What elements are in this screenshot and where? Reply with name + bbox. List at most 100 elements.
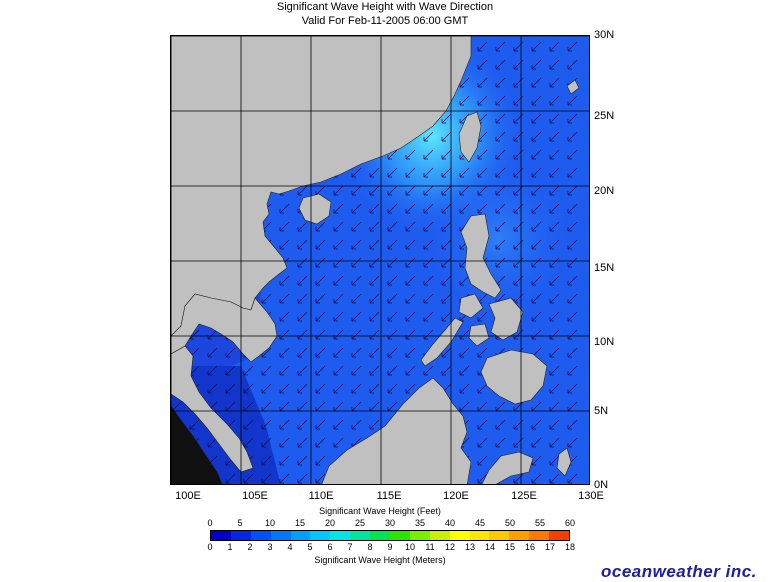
lat-label-15n: 15N <box>594 262 615 274</box>
wave-arrow <box>351 383 362 394</box>
wave-height-colorbar <box>210 530 570 541</box>
wave-arrow <box>495 131 506 142</box>
wave-arrow <box>477 77 488 88</box>
wave-arrow <box>549 113 560 124</box>
wave-arrow <box>333 437 344 448</box>
meter-tick-label: 1 <box>227 542 233 552</box>
wave-arrow <box>441 365 452 376</box>
feet-tick-label: 20 <box>324 518 335 528</box>
wave-arrow <box>549 473 560 484</box>
wave-arrow <box>459 347 470 358</box>
wave-arrow <box>567 185 578 196</box>
wave-arrow <box>513 203 524 214</box>
wave-arrow <box>513 59 524 70</box>
wave-arrow <box>459 185 470 196</box>
landmass-palawan <box>420 317 464 367</box>
wave-arrow <box>441 185 452 196</box>
landmass-sumatra <box>171 405 223 484</box>
wave-arrow <box>387 365 398 376</box>
meter-tick-label: 11 <box>425 542 435 552</box>
wave-arrow <box>261 437 272 448</box>
wave-arrow <box>441 167 452 178</box>
wave-arrow <box>333 311 344 322</box>
wave-arrow <box>513 149 524 160</box>
wave-arrow <box>567 419 578 430</box>
wave-arrow <box>531 95 542 106</box>
wave-arrow <box>207 347 218 358</box>
wave-arrow <box>297 383 308 394</box>
wave-arrow <box>531 437 542 448</box>
wave-arrow <box>297 275 308 286</box>
wave-arrow <box>567 113 578 124</box>
wave-arrow <box>441 257 452 268</box>
wave-arrow <box>513 437 524 448</box>
wave-arrow <box>531 77 542 88</box>
colorbar-cell <box>449 531 470 540</box>
wave-arrow <box>405 257 416 268</box>
colorbar-cell <box>270 531 291 540</box>
wave-arrow <box>315 311 326 322</box>
wave-arrow <box>225 347 236 358</box>
wave-arrow <box>459 167 470 178</box>
wave-arrow <box>477 419 488 430</box>
wave-arrow <box>459 365 470 376</box>
wave-arrow <box>549 167 560 178</box>
colorbar-cell <box>549 531 570 540</box>
wave-arrow <box>297 185 308 196</box>
wave-arrow <box>315 365 326 376</box>
wave-arrow <box>387 347 398 358</box>
wave-arrow <box>549 455 560 466</box>
wave-arrow <box>261 293 272 304</box>
wave-arrow <box>387 293 398 304</box>
wave-arrow <box>423 131 434 142</box>
wave-arrow <box>567 473 578 484</box>
wave-arrow <box>495 95 506 106</box>
wave-arrow <box>315 383 326 394</box>
wave-arrow <box>549 221 560 232</box>
wave-arrow <box>387 203 398 214</box>
wave-arrow <box>495 149 506 160</box>
wave-arrow <box>567 293 578 304</box>
wave-arrow <box>297 293 308 304</box>
wave-arrow <box>531 257 542 268</box>
wave-arrow <box>279 365 290 376</box>
wave-arrow <box>567 311 578 322</box>
meter-tick-label: 10 <box>404 542 415 552</box>
wave-arrow <box>441 149 452 160</box>
wave-arrow <box>423 275 434 286</box>
wave-arrow <box>315 419 326 430</box>
wave-arrow <box>405 167 416 178</box>
lat-label-0n: 0N <box>594 479 609 491</box>
wave-arrow <box>513 95 524 106</box>
wave-arrow <box>387 185 398 196</box>
wave-arrow <box>567 365 578 376</box>
wave-arrow <box>495 419 506 430</box>
wave-arrow <box>531 113 542 124</box>
wave-arrow <box>351 275 362 286</box>
wave-arrow <box>351 221 362 232</box>
wave-arrow <box>441 275 452 286</box>
wave-arrow <box>549 95 560 106</box>
wave-arrow <box>207 383 218 394</box>
wave-arrow <box>477 455 488 466</box>
wave-arrow <box>351 311 362 322</box>
landmass-hainan <box>298 193 332 225</box>
wave-arrow <box>567 221 578 232</box>
wave-arrow <box>333 239 344 250</box>
wave-arrow <box>423 365 434 376</box>
wave-arrow <box>351 347 362 358</box>
wave-arrow <box>549 149 560 160</box>
wave-arrow <box>369 167 380 178</box>
wave-arrow <box>351 419 362 430</box>
colorbar-cell <box>290 531 311 540</box>
feet-tick-label: 55 <box>534 518 545 528</box>
wave-arrow <box>315 347 326 358</box>
wave-arrow <box>279 239 290 250</box>
colorbar-cell <box>529 531 550 540</box>
wave-arrow <box>315 257 326 268</box>
wave-arrow <box>567 347 578 358</box>
wave-arrow <box>315 473 326 484</box>
colorbar-cell <box>330 531 351 540</box>
meter-tick-label: 4 <box>287 542 293 552</box>
wave-arrow <box>297 347 308 358</box>
